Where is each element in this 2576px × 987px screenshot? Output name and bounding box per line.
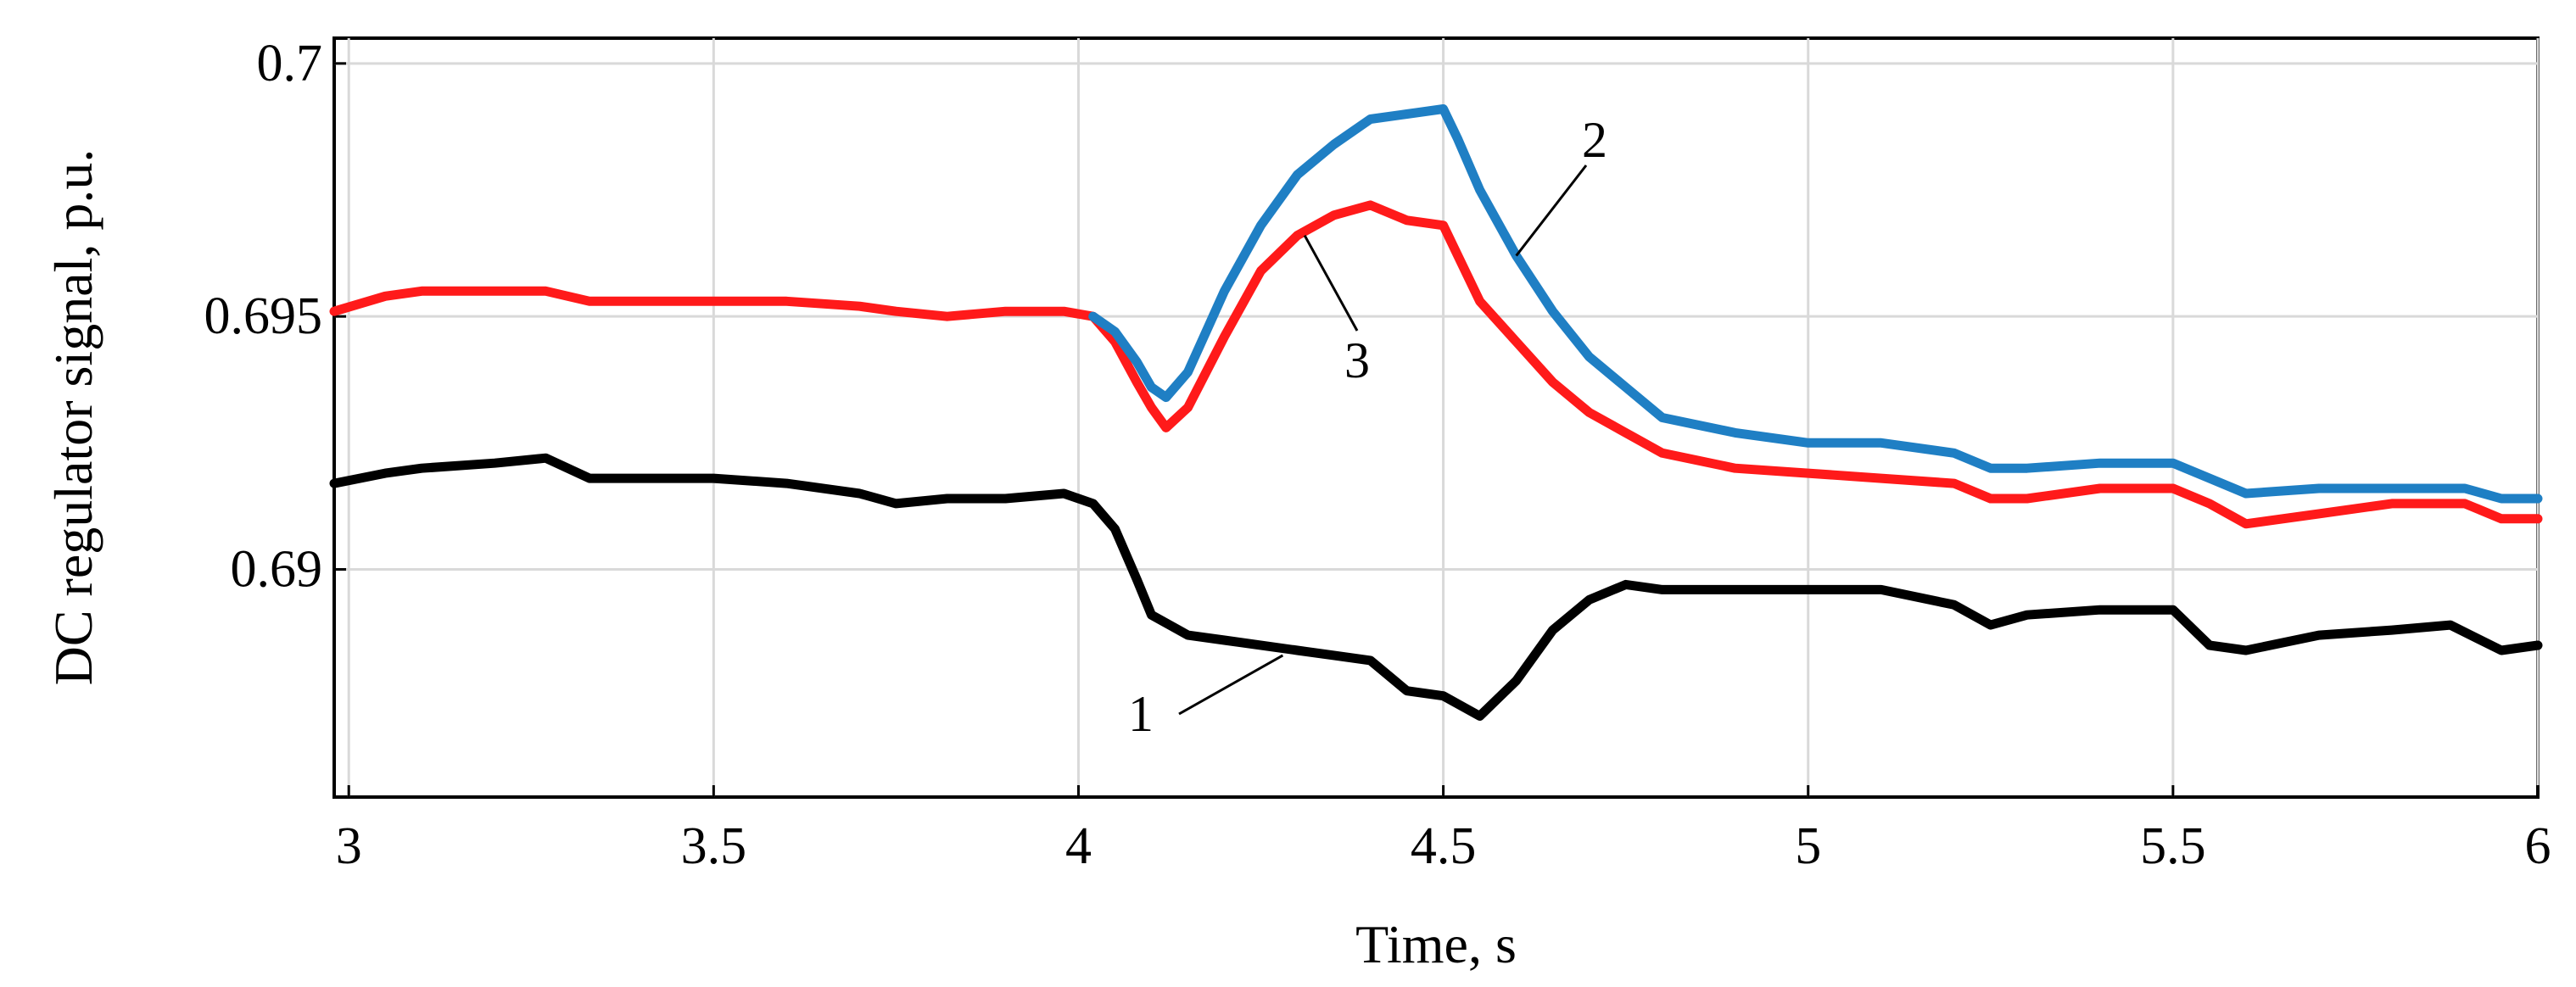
curve-label-1: 1 [1128,686,1154,742]
series-line-1 [329,453,2543,721]
curve-label-leader [1178,654,1284,716]
curve-label-2: 2 [1582,112,1607,168]
series-line-3 [329,200,2543,529]
x-tick-label: 3.5 [681,817,747,875]
x-tick-label: 5 [1795,817,1821,875]
curve-label-leader [1515,164,1588,257]
x-tick-label: 5.5 [2140,817,2206,875]
plot-area [332,36,2540,799]
y-tick-label: 0.7 [257,35,323,92]
grid [334,38,2540,797]
y-axis-label: DC regulator signal, p.u. [43,149,103,686]
x-tick-label: 6 [2525,817,2551,875]
y-tick-label: 0.69 [231,541,323,599]
x-axis-label: Time, s [1355,914,1517,974]
curve-labels: 1 2 3 [1128,112,1607,742]
curve-label-leader [1303,234,1359,332]
x-tick-label: 4.5 [1411,817,1477,875]
x-axis: 3 3.5 4 4.5 5 5.5 6 [336,785,2551,875]
series-line-2 [1088,104,2543,504]
x-tick-label: 3 [336,817,362,875]
y-tick-label: 0.695 [204,287,323,345]
x-tick-label: 4 [1065,817,1092,875]
curve-label-3: 3 [1344,332,1370,388]
series-layer [329,104,2543,721]
y-axis: 0.69 0.695 0.7 [204,35,346,599]
